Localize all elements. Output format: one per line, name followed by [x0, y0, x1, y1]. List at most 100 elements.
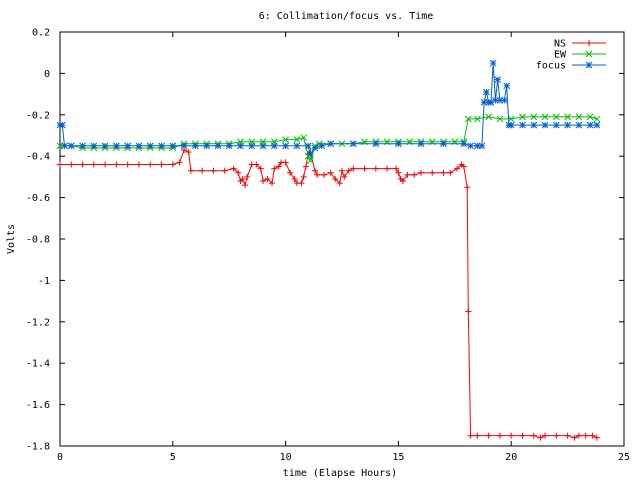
- data-point: [239, 175, 246, 182]
- data-point: [259, 142, 267, 150]
- y-tick-label: 0.2: [32, 28, 50, 39]
- data-point: [270, 142, 278, 150]
- data-point: [304, 142, 312, 150]
- data-point: [293, 136, 301, 143]
- data-point: [395, 140, 402, 148]
- data-point: [393, 165, 400, 172]
- data-point: [307, 156, 314, 164]
- data-point: [327, 169, 334, 176]
- data-point: [483, 88, 490, 96]
- data-point: [199, 167, 206, 174]
- data-point: [271, 165, 278, 172]
- x-tick-label: 25: [618, 452, 630, 463]
- data-point: [404, 171, 411, 178]
- data-point: [203, 142, 210, 150]
- data-point: [384, 165, 391, 172]
- data-point: [440, 140, 447, 148]
- series-line-ns: [60, 149, 598, 439]
- data-point: [440, 169, 447, 176]
- data-point: [552, 121, 560, 129]
- data-point: [185, 149, 192, 156]
- data-point: [124, 142, 132, 150]
- data-point: [158, 161, 165, 168]
- data-point: [298, 180, 305, 187]
- data-point: [372, 165, 379, 172]
- data-point: [395, 169, 402, 176]
- data-point: [507, 121, 515, 129]
- series-ns: [57, 146, 600, 441]
- y-tick-label: -0.8: [26, 235, 50, 246]
- data-point: [582, 432, 589, 439]
- data-point: [530, 121, 538, 129]
- data-point: [467, 432, 474, 439]
- data-point: [79, 161, 86, 168]
- plot-frame: [59, 31, 625, 447]
- data-point: [350, 165, 357, 172]
- data-point: [192, 142, 199, 150]
- data-point: [564, 113, 571, 121]
- data-point: [282, 159, 289, 166]
- data-point: [372, 140, 380, 148]
- legend-swatch-marker: [585, 61, 593, 69]
- data-point: [496, 432, 503, 439]
- data-point: [519, 121, 526, 129]
- series-focus: [56, 59, 601, 158]
- data-point: [575, 113, 583, 121]
- data-point: [57, 161, 63, 168]
- data-point: [257, 165, 264, 172]
- data-point: [537, 434, 544, 441]
- data-point: [417, 169, 424, 176]
- data-point: [460, 163, 467, 170]
- data-point: [67, 142, 75, 150]
- data-point: [519, 432, 526, 439]
- data-point: [417, 140, 425, 148]
- data-point: [496, 115, 504, 123]
- legend-item-ns: NS: [554, 39, 606, 50]
- data-point: [230, 165, 237, 172]
- legend-swatch-marker: [585, 50, 593, 58]
- data-point: [454, 165, 461, 172]
- data-point: [508, 432, 515, 439]
- data-point: [503, 82, 511, 90]
- data-point: [541, 113, 549, 121]
- data-point: [575, 121, 583, 129]
- y-tick-label: 0: [44, 69, 50, 80]
- data-point: [235, 169, 242, 176]
- y-tick-label: -0.6: [26, 193, 50, 204]
- data-point: [349, 140, 357, 148]
- data-point: [429, 169, 436, 176]
- data-point: [253, 161, 260, 168]
- data-point: [147, 161, 154, 168]
- data-point: [221, 167, 228, 174]
- legend-item-ew: EW: [554, 50, 606, 61]
- legend-label: EW: [554, 50, 567, 61]
- x-tick-label: 20: [505, 452, 517, 463]
- data-point: [575, 432, 582, 439]
- y-tick-label: -1.2: [26, 317, 50, 328]
- data-point: [541, 121, 549, 129]
- y-tick-label: -0.2: [26, 110, 50, 121]
- series-line-ew: [60, 116, 598, 162]
- series-line-focus: [60, 62, 597, 156]
- legend-item-focus: focus: [536, 61, 606, 72]
- data-point: [318, 142, 326, 150]
- data-point: [467, 142, 474, 150]
- data-point: [113, 142, 120, 150]
- data-point: [282, 142, 289, 150]
- data-point: [564, 432, 571, 439]
- data-point: [399, 178, 406, 185]
- data-point: [260, 178, 267, 185]
- data-point: [501, 96, 508, 104]
- data-point: [187, 167, 194, 174]
- data-point: [237, 142, 244, 150]
- data-point: [68, 161, 75, 168]
- data-point: [225, 142, 233, 150]
- data-point: [176, 159, 183, 166]
- data-point: [345, 167, 352, 174]
- y-tick-label: -1: [38, 276, 50, 287]
- data-point: [135, 142, 143, 150]
- x-tick-label: 5: [170, 452, 176, 463]
- x-tick-label: 15: [392, 452, 404, 463]
- chart-title: 6: Collimation/focus vs. Time: [259, 11, 434, 22]
